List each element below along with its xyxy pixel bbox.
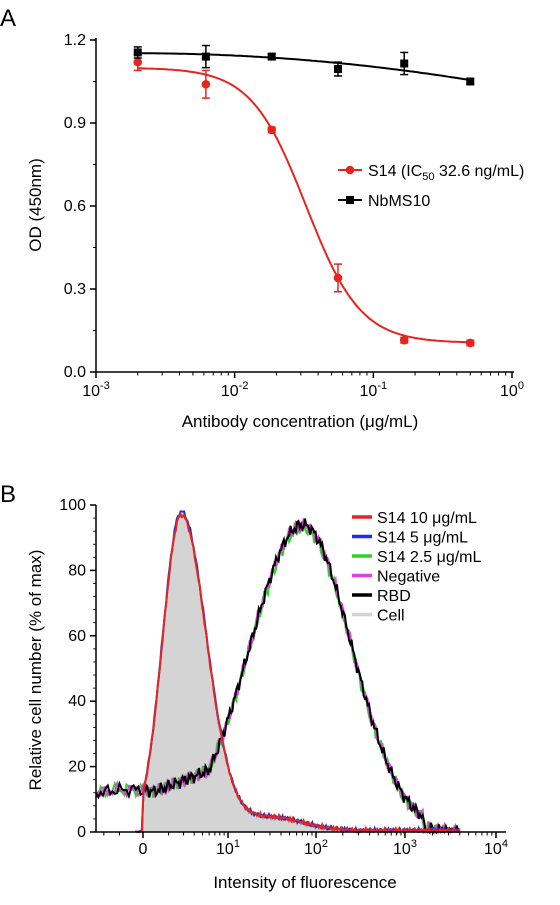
panel-b-histogram-s14-10 [134,511,461,835]
panel-a-point-nbms10 [201,52,210,61]
legend-marker-s14 [345,165,355,175]
panel-a-point-nbms10 [133,48,142,57]
panel-a-point-s14 [133,57,143,67]
panel-b-y-tick-label: 100 [59,497,86,514]
panel-a-x-tick-label: 10-1 [360,380,388,400]
panel-a-point-nbms10 [466,77,475,86]
legend-label-rbd: RBD [377,588,411,605]
panel-a-label: A [0,5,16,32]
panel-a-x-tick-label: 10-3 [82,380,110,400]
legend-label-s14-5: S14 5 μg/mL [377,530,468,547]
panel-b-x-tick-label: 103 [393,838,417,858]
legend-marker-nbms10 [346,196,354,204]
panel-a-point-s14 [333,273,343,283]
panel-b-y-tick-label: 40 [68,693,86,710]
panel-a-y-tick-label: 0.0 [64,364,86,381]
panel-b-x-tick-label: 104 [484,838,508,858]
panel-a-y-tick-label: 0.3 [64,281,86,298]
legend-label-s14-2-5: S14 2.5 μg/mL [377,549,481,566]
panel-a-point-nbms10 [267,52,276,61]
panel-b-y-tick-label: 0 [77,824,86,841]
panel-a-point-s14 [399,335,409,345]
panel-a-point-s14 [267,125,277,135]
legend-label-nbms10: NbMS10 [368,193,430,210]
panel-a-point-s14 [465,338,475,348]
panel-a-fit-curve-s14 [137,67,471,344]
panel-a-x-tick-label: 100 [500,380,524,400]
panel-a-y-axis-title: OD (450nm) [26,158,45,252]
panel-a-y-tick-label: 0.9 [64,115,86,132]
panel-b-legend: S14 10 μg/mL S14 5 μg/mL S14 2.5 μg/mL Nega… [352,510,481,625]
panel-b-x-tick-label: 102 [304,838,328,858]
legend-label-cell: Cell [377,608,405,625]
panel-a-y-tick-label: 1.2 [64,32,86,49]
panel-a-point-nbms10 [333,65,342,74]
panel-b-y-tick-label: 60 [68,628,86,645]
panel-a-y-tick-label: 0.6 [64,198,86,215]
legend-label-s14-10: S14 10 μg/mL [377,510,477,527]
panel-b-x-tick-label: 0 [139,841,148,858]
panel-a-x-axis-title: Antibody concentration (μg/mL) [182,412,419,431]
panel-b-x-axis-title: Intensity of fluorescence [213,873,396,892]
panel-a-fit-curve-nbms10 [137,52,471,82]
panel-a-point-s14 [201,79,211,89]
panel-b-label: B [0,481,16,508]
panel-b-histogram-rbd [95,518,460,835]
panel-a: A 0.0 0.3 0.6 0.9 1.2 10-3 10-2 10-1 100 Antibod… [0,5,524,431]
panel-b-y-axis-title: Relative cell number (% of max) [26,550,45,791]
panel-b-y-tick-label: 80 [68,562,86,579]
panel-b: B 0 20 40 60 80 100 0 101 102 103 104 Intensity of… [0,481,508,892]
legend-label-s14: S14 (IC50 32.6 ng/mL) [368,163,524,183]
panel-b-y-tick-label: 20 [68,759,86,776]
panel-a-legend: S14 (IC50 32.6 ng/mL) NbMS10 [338,163,524,210]
panel-b-x-tick-label: 101 [216,838,240,858]
legend-label-negative: Negative [377,569,440,586]
panel-a-point-nbms10 [400,59,409,68]
panel-a-x-tick-label: 10-2 [221,380,249,400]
